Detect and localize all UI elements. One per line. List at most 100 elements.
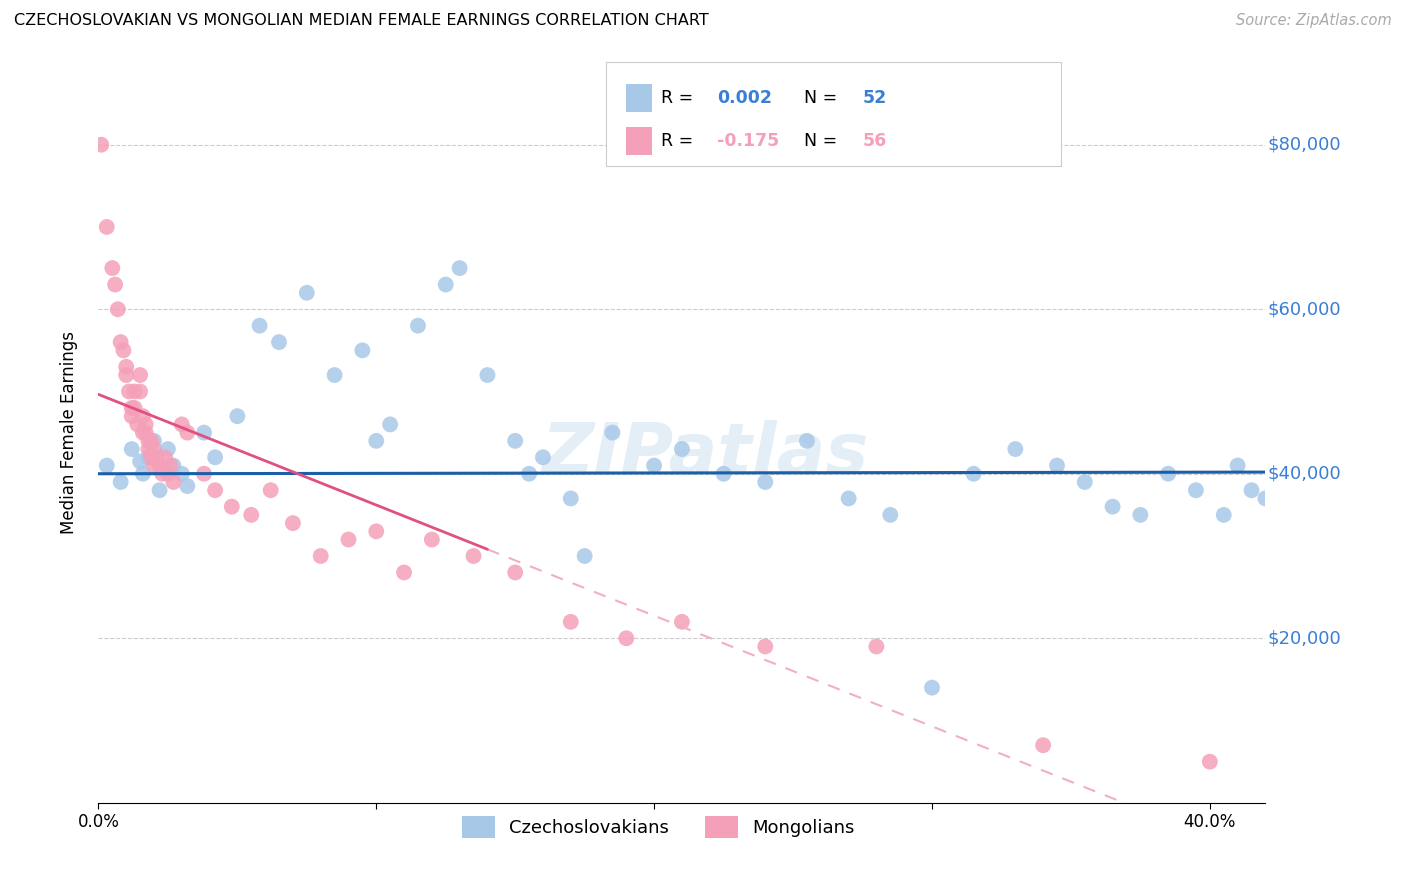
Text: R =: R = — [661, 89, 699, 107]
Point — [392, 566, 415, 580]
Point — [150, 467, 173, 481]
Point — [156, 442, 179, 456]
Point — [129, 384, 152, 399]
Point — [159, 458, 181, 473]
Point — [146, 450, 169, 465]
Point — [170, 467, 193, 481]
Point — [107, 302, 129, 317]
Point — [132, 425, 155, 440]
FancyBboxPatch shape — [606, 62, 1062, 166]
Point — [560, 615, 582, 629]
Point — [226, 409, 249, 424]
Point — [141, 450, 163, 465]
Point — [124, 401, 146, 415]
Text: $60,000: $60,000 — [1268, 301, 1341, 318]
Point — [449, 261, 471, 276]
Point — [1032, 738, 1054, 752]
Point — [124, 384, 146, 399]
Text: Source: ZipAtlas.com: Source: ZipAtlas.com — [1236, 13, 1392, 29]
Text: 56: 56 — [863, 132, 887, 150]
Point — [143, 458, 166, 473]
Point — [162, 475, 184, 489]
Point — [138, 450, 160, 465]
Point — [406, 318, 429, 333]
Point — [156, 467, 179, 481]
Point — [754, 640, 776, 654]
Point — [96, 219, 118, 234]
Point — [267, 335, 290, 350]
Point — [921, 681, 943, 695]
Point — [138, 434, 160, 448]
Point — [560, 491, 582, 506]
Point — [352, 343, 374, 358]
Point — [138, 442, 160, 456]
Point — [129, 368, 152, 382]
Point — [1198, 755, 1220, 769]
Point — [366, 434, 388, 448]
Point — [1129, 508, 1152, 522]
Text: ZIPatlas: ZIPatlas — [541, 420, 869, 490]
Point — [170, 417, 193, 432]
Point — [193, 467, 215, 481]
Point — [115, 368, 138, 382]
Point — [503, 566, 526, 580]
Point — [1226, 458, 1249, 473]
Point — [121, 409, 143, 424]
Text: N =: N = — [804, 132, 844, 150]
Text: 52: 52 — [863, 89, 887, 107]
Point — [143, 434, 166, 448]
Point — [531, 450, 554, 465]
Point — [879, 508, 901, 522]
Point — [477, 368, 499, 382]
Point — [517, 467, 540, 481]
Text: R =: R = — [661, 132, 699, 150]
Text: $20,000: $20,000 — [1268, 629, 1341, 648]
Point — [176, 479, 198, 493]
Point — [614, 632, 637, 646]
Point — [141, 434, 163, 448]
Text: $40,000: $40,000 — [1268, 465, 1341, 483]
Point — [380, 417, 402, 432]
Point — [574, 549, 596, 563]
Y-axis label: Median Female Earnings: Median Female Earnings — [59, 331, 77, 534]
Point — [260, 483, 283, 498]
Point — [96, 458, 118, 473]
Point — [135, 425, 157, 440]
Point — [112, 343, 135, 358]
Point — [221, 500, 243, 514]
Point — [115, 359, 138, 374]
Point — [796, 434, 818, 448]
Bar — [626, 84, 651, 112]
Text: -0.175: -0.175 — [717, 132, 779, 150]
Point — [337, 533, 360, 547]
Point — [1074, 475, 1097, 489]
Point — [1046, 458, 1069, 473]
Point — [204, 450, 226, 465]
Point — [135, 417, 157, 432]
Point — [148, 458, 170, 473]
Point — [420, 533, 443, 547]
Point — [671, 442, 693, 456]
Point — [281, 516, 304, 530]
Point — [1157, 467, 1180, 481]
Point — [132, 467, 155, 481]
Point — [865, 640, 887, 654]
Point — [153, 450, 176, 465]
Point — [671, 615, 693, 629]
Point — [176, 425, 198, 440]
Legend: Czechoslovakians, Mongolians: Czechoslovakians, Mongolians — [456, 809, 862, 846]
Point — [602, 425, 624, 440]
Point — [121, 442, 143, 456]
Text: $80,000: $80,000 — [1268, 136, 1341, 153]
Point — [132, 409, 155, 424]
Point — [1212, 508, 1234, 522]
Text: 0.002: 0.002 — [717, 89, 772, 107]
Text: N =: N = — [804, 89, 844, 107]
Point — [1185, 483, 1208, 498]
Text: CZECHOSLOVAKIAN VS MONGOLIAN MEDIAN FEMALE EARNINGS CORRELATION CHART: CZECHOSLOVAKIAN VS MONGOLIAN MEDIAN FEMA… — [14, 13, 709, 29]
Point — [110, 475, 132, 489]
Point — [240, 508, 263, 522]
Point — [713, 467, 735, 481]
Point — [463, 549, 485, 563]
Point — [148, 483, 170, 498]
